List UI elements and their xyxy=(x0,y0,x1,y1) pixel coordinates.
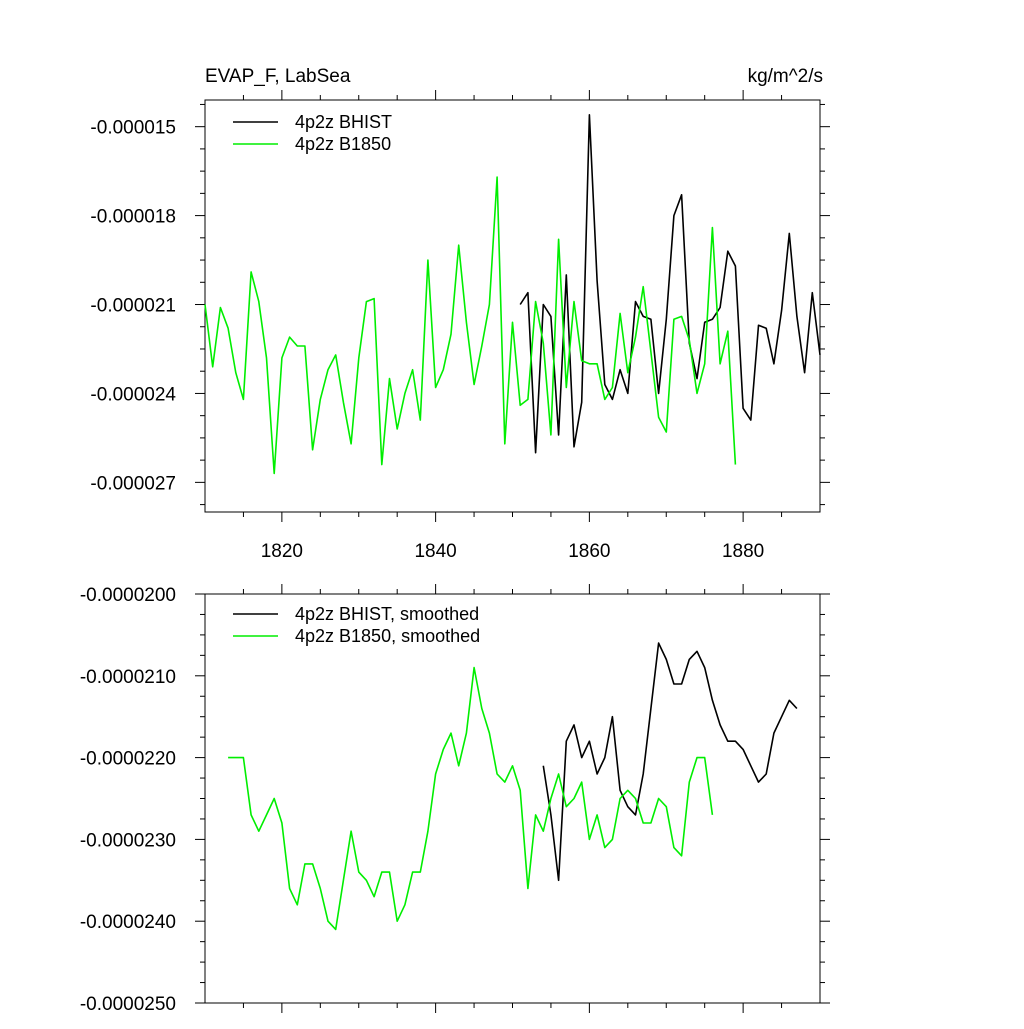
series-line-4p2z-b1850 xyxy=(204,176,737,475)
y-tick-label: -0.0000220 xyxy=(80,749,176,770)
plot-frame xyxy=(204,99,821,513)
legend-label: 4p2z B1850 xyxy=(295,134,391,154)
y-tick-label: -0.0000230 xyxy=(80,830,176,851)
x-tick-label: 1860 xyxy=(568,541,610,562)
chart-units-label: kg/m^2/s xyxy=(748,66,823,87)
legend-label: 4p2z B1850, smoothed xyxy=(295,626,480,646)
series-line-4p2z-bhist-smoothed xyxy=(542,642,798,882)
top-panel: 1820 1840 1860 1880 -0.000015 -0.000018 -0.000… xyxy=(90,90,830,562)
plot-frame xyxy=(204,593,821,1004)
x-tick-label: 1840 xyxy=(414,541,456,562)
y-tick-label: -0.0000250 xyxy=(80,994,176,1015)
series-line-4p2z-b1850-smoothed xyxy=(228,666,714,931)
y-tick-label: -0.000018 xyxy=(90,207,176,228)
y-tick-label: -0.0000210 xyxy=(80,667,176,688)
legend-label: 4p2z BHIST, smoothed xyxy=(295,604,479,624)
chart-title-left: EVAP_F, LabSea xyxy=(205,66,351,87)
y-tick-label: -0.0000200 xyxy=(80,585,176,606)
y-tick-label: -0.000015 xyxy=(90,118,176,139)
bottom-panel: -0.0000200 -0.0000210 -0.0000220 -0.0000230… xyxy=(80,584,830,1015)
series-line-4p2z-bhist xyxy=(519,114,821,454)
x-tick-label: 1880 xyxy=(722,541,764,562)
y-tick-label: -0.000021 xyxy=(90,296,176,317)
x-tick-label: 1820 xyxy=(261,541,303,562)
y-tick-label: -0.000024 xyxy=(90,384,176,405)
legend-label: 4p2z BHIST xyxy=(295,112,392,132)
y-tick-label: -0.000027 xyxy=(90,473,176,494)
y-tick-label: -0.0000240 xyxy=(80,912,176,933)
